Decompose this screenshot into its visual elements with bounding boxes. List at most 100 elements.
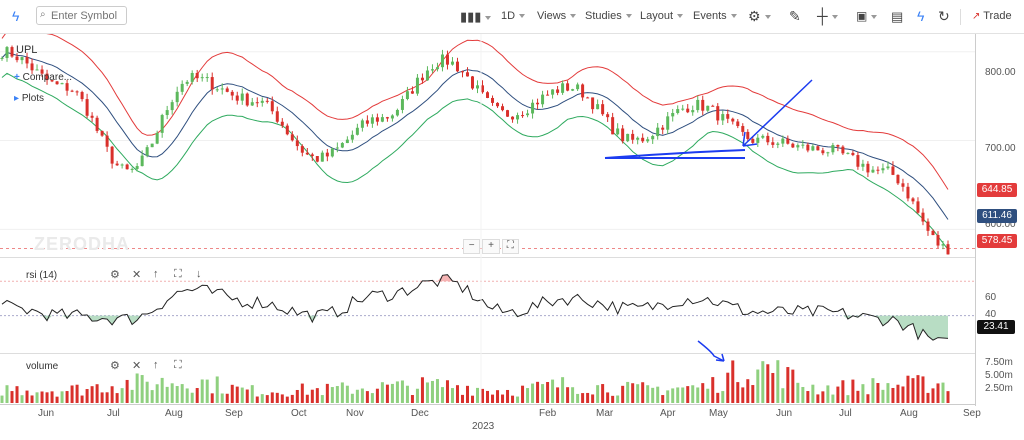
- volume-bar: [531, 383, 535, 403]
- volume-bar: [591, 394, 595, 403]
- layout-dropdown[interactable]: Layout: [640, 0, 684, 33]
- candle-body: [546, 94, 550, 96]
- volume-tick: 5.00m: [985, 370, 1013, 381]
- rsi-settings-gear-icon[interactable]: ⚙: [110, 269, 120, 281]
- rsi-tick: 60: [985, 292, 997, 303]
- settings-gear-icon[interactable]: ⚙: [748, 0, 771, 33]
- volume-move-up-icon[interactable]: ↑: [153, 359, 159, 371]
- volume-bar: [731, 360, 735, 403]
- trade-button[interactable]: ↗ Trade: [972, 10, 1012, 22]
- candle-body: [45, 73, 49, 81]
- volume-bar: [506, 389, 510, 403]
- candle-body: [486, 92, 490, 98]
- studies-dropdown[interactable]: Studies: [585, 0, 632, 33]
- candle-body: [40, 69, 44, 74]
- refresh-icon[interactable]: ↻: [938, 8, 950, 24]
- interval-dropdown[interactable]: 1D: [501, 0, 526, 33]
- comment-icon[interactable]: ▣: [856, 0, 878, 33]
- search-icon: ⌕: [40, 9, 46, 20]
- table-icon[interactable]: ▤: [891, 9, 904, 24]
- candle-body: [536, 102, 540, 105]
- rsi-tick: 40: [985, 309, 997, 320]
- candle-body: [75, 91, 79, 93]
- candle-body: [280, 121, 284, 126]
- crosshair-icon[interactable]: ┼: [817, 0, 838, 33]
- candle-body: [851, 152, 855, 156]
- volume-bar: [315, 388, 319, 403]
- volume-bar: [180, 384, 184, 403]
- candle-body: [445, 54, 449, 65]
- volume-bar: [295, 389, 299, 403]
- volume-bar: [486, 390, 490, 403]
- curve-annotation: [604, 149, 746, 159]
- zoom-out-button[interactable]: −: [463, 239, 481, 254]
- candle-body: [841, 146, 845, 154]
- volume-bar: [626, 381, 630, 403]
- volume-bar: [476, 387, 480, 403]
- volume-bar: [561, 377, 565, 403]
- candle-body: [731, 118, 735, 122]
- fullscreen-button[interactable]: ⛶: [501, 239, 519, 254]
- events-dropdown[interactable]: Events: [693, 0, 737, 33]
- rsi-maximize-icon[interactable]: ⛶: [174, 268, 182, 280]
- candle-body: [906, 186, 910, 199]
- candle-body: [225, 88, 229, 92]
- volume-maximize-icon[interactable]: ⛶: [174, 359, 182, 371]
- volume-settings-gear-icon[interactable]: ⚙: [110, 360, 120, 372]
- lightning-icon[interactable]: ϟ: [12, 8, 20, 24]
- candle-body: [581, 84, 585, 98]
- chart-type-button[interactable]: ▮▮▮: [460, 0, 492, 33]
- volume-bar: [936, 383, 940, 403]
- volume-bar: [445, 380, 449, 403]
- candle-body: [215, 89, 219, 91]
- candle-body: [305, 152, 309, 155]
- candle-body: [110, 146, 114, 164]
- views-dropdown[interactable]: Views: [537, 0, 577, 33]
- candle-body: [105, 135, 109, 147]
- candle-body: [901, 183, 905, 187]
- symbol-search[interactable]: ⌕: [36, 6, 127, 25]
- draw-pencil-icon[interactable]: ✎: [789, 8, 801, 24]
- candle-body: [826, 152, 830, 154]
- flash-icon[interactable]: ϟ: [917, 8, 925, 24]
- candle-body: [801, 144, 805, 146]
- volume-bar: [871, 378, 875, 403]
- candle-body: [325, 152, 329, 157]
- volume-bar: [130, 389, 134, 403]
- candle-body: [931, 230, 935, 236]
- volume-bar: [696, 387, 700, 403]
- candle-body: [370, 117, 374, 124]
- rsi-move-up-icon[interactable]: ↑: [153, 268, 159, 280]
- pane-divider[interactable]: [0, 257, 975, 258]
- volume-close-icon[interactable]: ✕: [132, 360, 142, 372]
- volume-bar: [210, 393, 214, 403]
- compare-button[interactable]: + Compare...: [14, 72, 73, 83]
- month-label: Jun: [38, 408, 55, 419]
- candle-body: [636, 137, 640, 140]
- volume-bar: [516, 396, 520, 403]
- rsi-move-down-icon[interactable]: ↓: [196, 268, 202, 280]
- volume-bar: [285, 396, 289, 403]
- zoom-in-button[interactable]: +: [482, 239, 500, 254]
- price-axis-line: [975, 34, 976, 406]
- volume-bar: [826, 385, 830, 403]
- candle-body: [375, 117, 379, 122]
- candle-body: [115, 163, 119, 166]
- year-label: 2023: [472, 421, 495, 432]
- candle-body: [861, 163, 865, 167]
- candle-body: [656, 127, 660, 137]
- candle-body: [676, 109, 680, 114]
- month-label: Sep: [963, 408, 981, 419]
- plots-toggle[interactable]: ▸ Plots: [14, 93, 45, 104]
- volume-bar: [666, 390, 670, 403]
- rsi-close-icon[interactable]: ✕: [132, 269, 142, 281]
- candle-body: [646, 139, 650, 142]
- volume-bar: [155, 384, 159, 403]
- volume-bar: [921, 376, 925, 403]
- candle-body: [240, 93, 244, 101]
- candle-body: [410, 91, 414, 94]
- symbol-search-input[interactable]: [51, 8, 125, 23]
- pane-divider[interactable]: [0, 353, 975, 354]
- candle-body: [821, 150, 825, 154]
- price-chart[interactable]: [0, 34, 975, 406]
